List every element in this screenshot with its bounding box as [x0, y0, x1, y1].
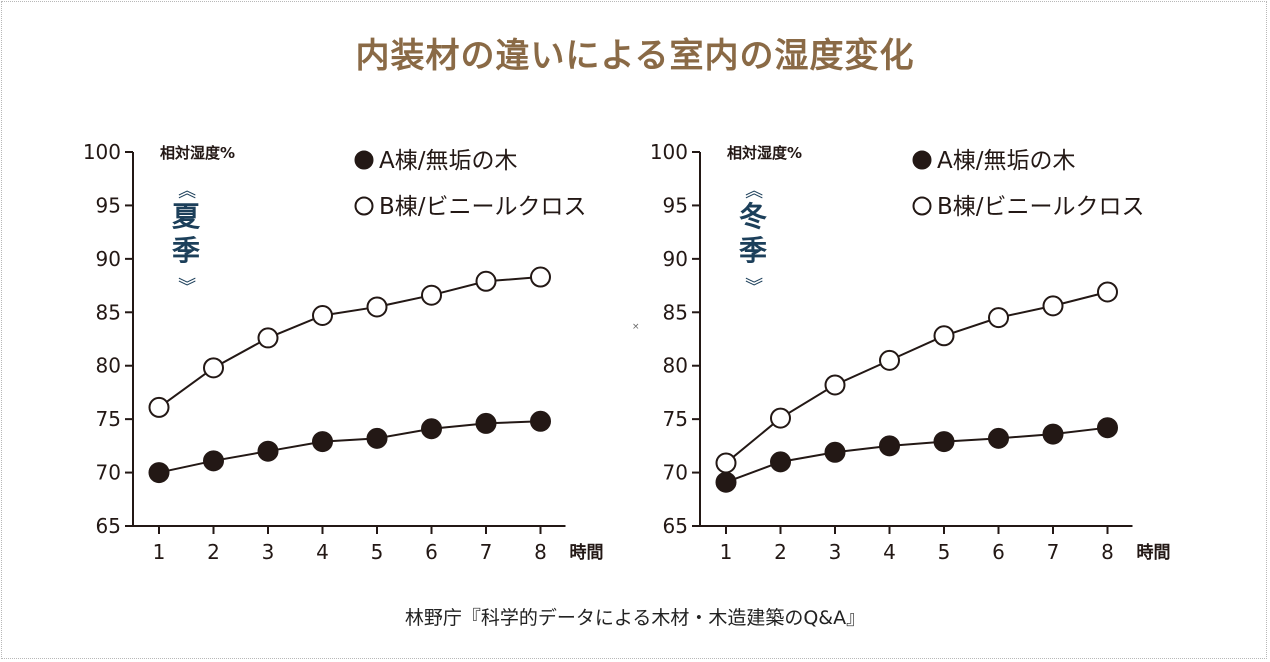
data-point-a [475, 412, 497, 434]
data-point-b [1097, 281, 1118, 303]
y-axis-label: 相対湿度% [727, 144, 802, 162]
data-point-b [312, 304, 333, 326]
x-tick-label: 4 [883, 540, 896, 564]
season-bracket-bottom: 》 [742, 277, 763, 295]
center-mark: × [632, 322, 640, 332]
data-point-a [715, 471, 737, 493]
x-tick-label: 7 [480, 540, 493, 564]
data-point-a [1042, 423, 1064, 445]
data-point-b [203, 357, 224, 379]
data-point-a [824, 441, 846, 463]
data-point-a [257, 440, 279, 462]
data-point-b [257, 327, 279, 349]
chart-2: 65 70 75 80 85 90 95 100 1 2 3 4 5 6 7 8 時間 相対湿度% 《冬季》 A棟/無… [650, 140, 1171, 564]
x-tick-label: 3 [262, 540, 275, 564]
x-tick-label: 7 [1047, 540, 1060, 564]
data-point-a [421, 418, 442, 440]
x-tick-label: 2 [774, 540, 787, 564]
data-point-a [148, 462, 170, 484]
x-tick-label: 1 [720, 540, 733, 564]
legend-marker [354, 150, 374, 170]
x-tick-label: 8 [534, 540, 547, 564]
legend-marker [912, 150, 932, 170]
y-tick-label: 70 [96, 461, 121, 485]
series-line-2 [158, 276, 541, 409]
data-point-b [475, 270, 497, 292]
data-point-b [148, 396, 170, 418]
y-tick-label: 80 [96, 354, 121, 378]
legend-label: B棟/ビニールクロス [937, 194, 1145, 220]
data-point-b [933, 325, 955, 347]
y-tick-label: 95 [96, 193, 121, 217]
y-tick-label: 80 [663, 354, 688, 378]
y-tick-label: 85 [663, 300, 688, 324]
x-tick-label: 2 [207, 540, 220, 564]
data-point-b [421, 284, 442, 306]
x-axis-label: 時間 [1137, 542, 1171, 563]
data-point-b [824, 374, 846, 396]
season-bracket-top: 《 [742, 181, 763, 199]
season-label: 夏季 [172, 200, 201, 267]
season-label: 冬季 [739, 200, 767, 267]
y-tick-label: 65 [96, 514, 121, 538]
data-point-b [366, 296, 388, 318]
season-label-char: 季 [739, 234, 767, 267]
season-label-char: 夏 [172, 200, 201, 233]
x-tick-label: 4 [316, 540, 329, 564]
y-tick-label: 95 [663, 193, 688, 217]
y-tick-label: 90 [96, 247, 121, 271]
y-tick-label: 65 [663, 514, 688, 538]
data-point-a [530, 410, 551, 432]
y-tick-label: 70 [663, 461, 688, 485]
legend-marker [354, 196, 374, 216]
season-bracket-bottom: 》 [175, 277, 196, 295]
x-tick-label: 6 [425, 540, 438, 564]
x-axis-label: 時間 [570, 542, 604, 563]
data-point-b [879, 349, 900, 371]
x-tick-label: 6 [992, 540, 1005, 564]
y-tick-label: 100 [83, 140, 121, 164]
x-tick-label: 1 [153, 540, 166, 564]
chart-1: 65 70 75 80 85 90 95 100 1 2 3 4 5 6 7 8 時間 相対湿度% 《夏季》 A棟/無… [83, 140, 604, 564]
y-axis-label: 相対湿度% [160, 144, 235, 162]
x-tick-label: 3 [829, 540, 842, 564]
y-tick-label: 90 [663, 247, 688, 271]
data-point-a [770, 451, 791, 473]
x-tick-label: 8 [1101, 540, 1114, 564]
legend-label: B棟/ビニールクロス [379, 194, 587, 220]
data-point-b [988, 307, 1009, 329]
legend-label: A棟/無垢の木 [937, 148, 1075, 174]
y-tick-label: 85 [96, 300, 121, 324]
chart-title: 内装材の違いによる室内の湿度変化 [355, 36, 915, 76]
data-point-b [770, 407, 791, 429]
data-point-a [312, 431, 333, 453]
data-point-a [366, 427, 388, 449]
y-tick-label: 100 [650, 140, 688, 164]
x-tick-label: 5 [938, 540, 951, 564]
x-tick-label: 5 [371, 540, 384, 564]
data-point-a [879, 435, 900, 457]
legend-marker [912, 196, 932, 216]
data-point-b [530, 266, 551, 288]
source-citation: 林野庁『科学的データによる木材・木造建築のQ&A』 [404, 607, 866, 629]
y-tick-label: 75 [96, 407, 121, 431]
y-tick-label: 75 [663, 407, 688, 431]
season-label-char: 季 [172, 234, 200, 267]
data-point-a [988, 427, 1009, 449]
season-label-char: 冬 [739, 200, 767, 233]
data-point-a [933, 431, 955, 453]
legend-label: A棟/無垢の木 [379, 148, 517, 174]
data-point-a [1097, 417, 1118, 439]
data-point-b [715, 452, 737, 474]
season-bracket-top: 《 [175, 181, 196, 199]
data-point-a [203, 450, 224, 472]
data-point-b [1042, 295, 1064, 317]
